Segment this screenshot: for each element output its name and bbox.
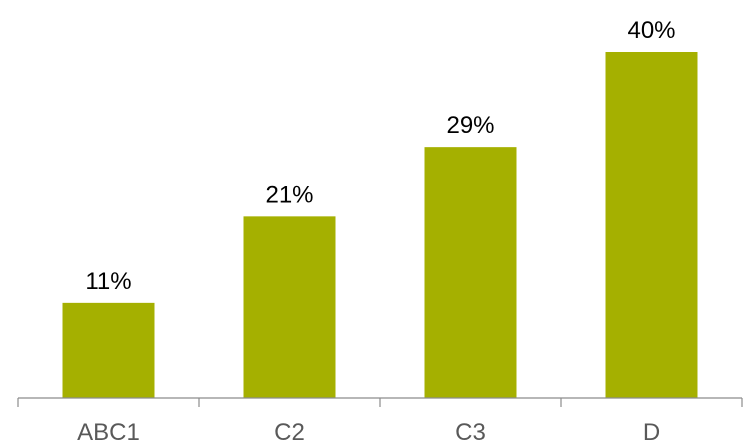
bar-value-label: 40%	[627, 17, 675, 44]
x-axis: ABC1 C2 C3 D	[17, 397, 743, 446]
bars-group	[62, 52, 698, 398]
value-labels-group: 11% 21% 29% 40%	[85, 17, 675, 295]
bar-value-label: 21%	[265, 181, 313, 208]
bar-d	[605, 52, 698, 398]
bar-c2	[243, 216, 336, 398]
bar-value-label: 29%	[446, 112, 494, 139]
category-label: C2	[274, 419, 305, 446]
bar-c3	[424, 147, 517, 398]
bar-value-label: 11%	[85, 268, 131, 295]
category-label: C3	[455, 419, 486, 446]
category-label: ABC1	[77, 419, 140, 446]
x-axis-category-labels: ABC1 C2 C3 D	[77, 419, 660, 446]
category-label: D	[643, 419, 660, 446]
bar-abc1	[62, 302, 155, 398]
x-axis-ticks	[17, 398, 743, 407]
